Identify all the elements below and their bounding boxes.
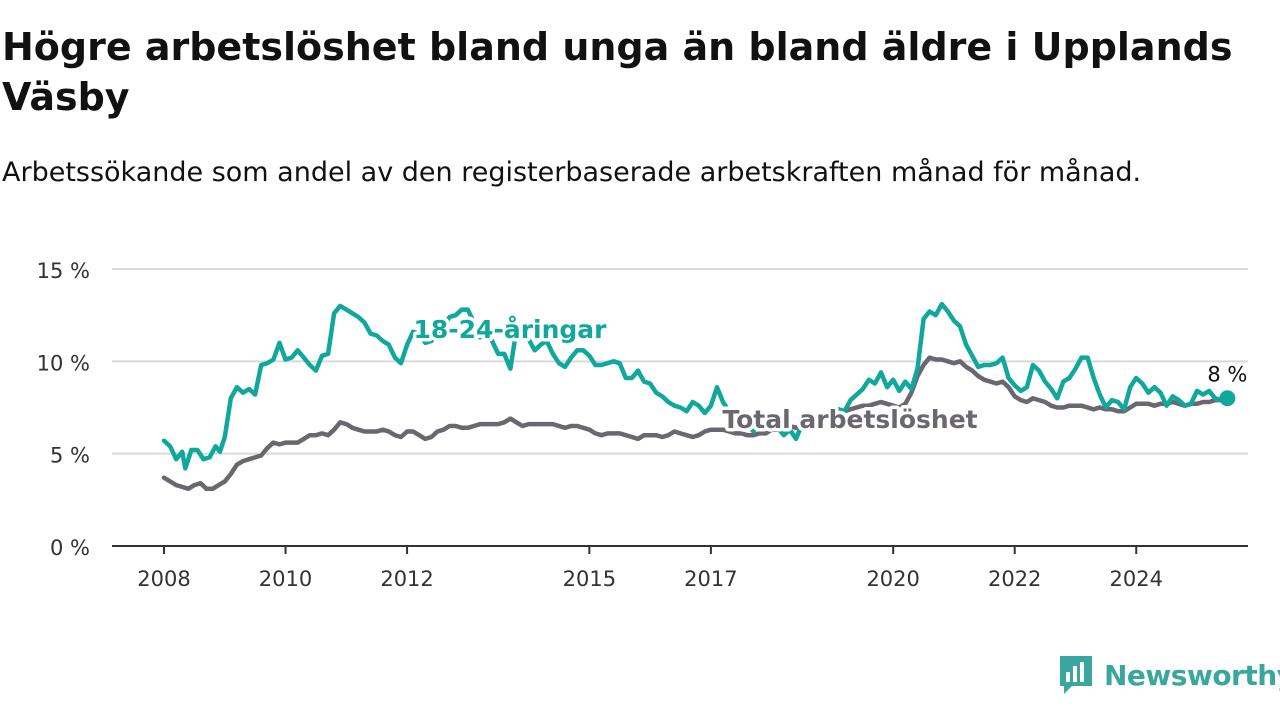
series-label-total: Total arbetslöshet: [722, 405, 977, 434]
series-line-total: [161, 355, 1230, 492]
series-lines: [161, 301, 1236, 492]
chart-title: Högre arbetslöshet bland unga än bland ä…: [2, 25, 1233, 119]
y-tick-label: 10 %: [37, 351, 90, 375]
x-tick-label: 2017: [684, 567, 737, 591]
y-tick-label: 0 %: [50, 536, 90, 560]
series-labels: 18-24-åringar Total arbetslöshet 8 %: [410, 312, 1251, 438]
y-tick-label: 15 %: [37, 259, 90, 283]
newsworthy-chart-bubble-icon: [1060, 656, 1092, 694]
series-line-youth: [161, 301, 1230, 471]
x-tick-label: 2012: [380, 567, 433, 591]
y-axis-tick-labels: 0 % 5 % 10 % 15 %: [37, 259, 90, 560]
brand-name: Newsworthy: [1104, 658, 1280, 692]
y-tick-label: 5 %: [50, 444, 90, 468]
x-tick-label: 2015: [563, 567, 616, 591]
x-tick-label: 2020: [866, 567, 919, 591]
x-axis: 2008 2010 2012 2015 2017 2020 2022 2024: [112, 545, 1248, 591]
x-tick-label: 2010: [259, 567, 312, 591]
series-label-youth: 18-24-åringar: [414, 315, 608, 344]
chart-subtitle: Arbetssökande som andel av den registerb…: [2, 157, 1142, 188]
x-tick-label: 2022: [988, 567, 1041, 591]
gridlines: [112, 268, 1248, 455]
x-tick-label: 2008: [137, 567, 190, 591]
brand-logo[interactable]: Newsworthy: [1058, 654, 1280, 696]
last-value-label: 8 %: [1207, 362, 1247, 386]
x-tick-label: 2024: [1110, 567, 1163, 591]
last-value-dot: [1219, 390, 1236, 407]
